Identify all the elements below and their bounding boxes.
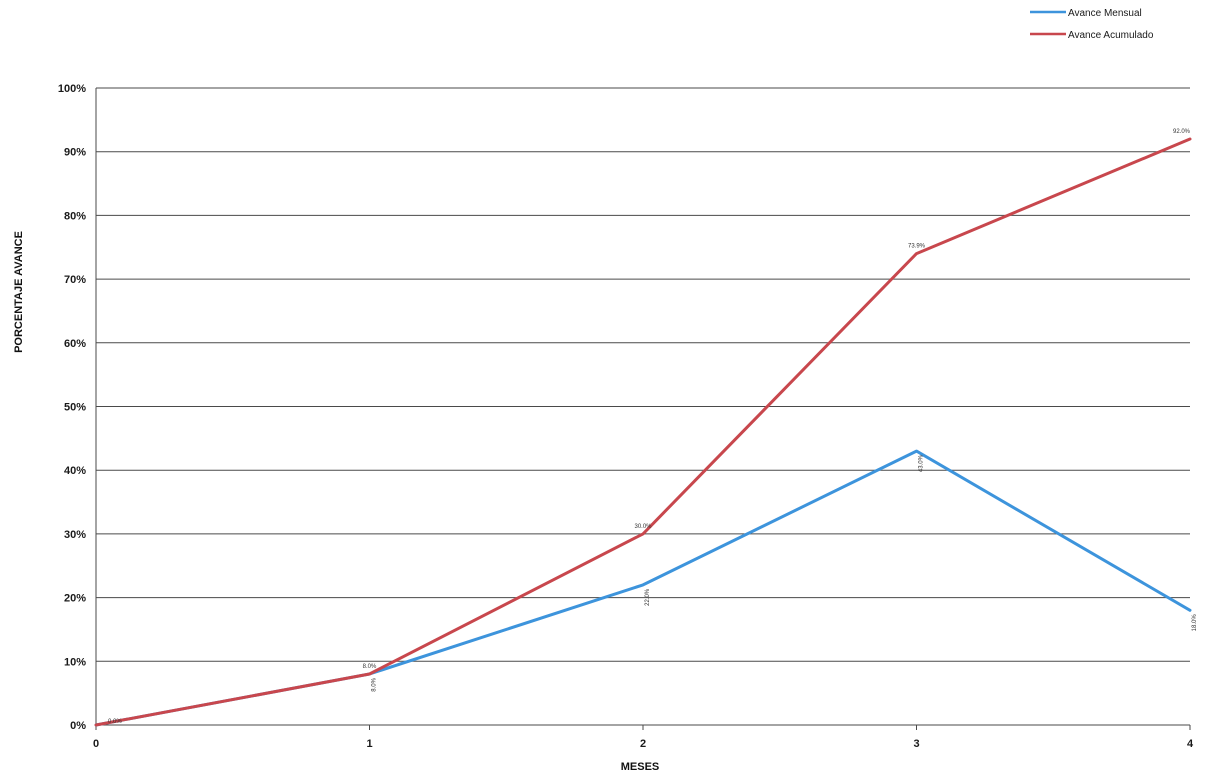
x-tick-label: 2 <box>640 738 646 750</box>
series-line-avance-mensual <box>94 449 1192 727</box>
y-tick-label: 30% <box>64 529 86 541</box>
axes: 0% 10% 20% 30% 40% 50% 60% 70% 80% 90% 100% 0 1 2 3 4 <box>58 83 1194 750</box>
data-label-avance-acumulado: 30.0% <box>634 524 652 530</box>
legend-label-avance-acumulado: Avance Acumulado <box>1068 30 1154 41</box>
series-lines <box>94 137 1192 727</box>
y-tick-label: 0% <box>70 720 86 732</box>
data-label-avance-acumulado: 92.0% <box>1173 129 1191 135</box>
x-tick-label: 4 <box>1187 738 1194 750</box>
y-tick-label: 20% <box>64 593 86 605</box>
y-tick-label: 60% <box>64 338 86 350</box>
gridlines <box>96 87 1190 726</box>
x-axis-title: MESES <box>621 761 660 773</box>
y-tick-label: 70% <box>64 274 86 286</box>
y-axis-title: PORCENTAJE AVANCE <box>13 231 25 353</box>
y-tick-label: 90% <box>64 147 86 159</box>
y-tick-label: 40% <box>64 465 86 477</box>
data-labels: 8.0% 22.0% 43.0% 18.0% 8.0% 30.0% 73.9% 92.0% 0.… <box>108 129 1198 725</box>
data-label-avance-acumulado: 0.0% <box>108 719 122 725</box>
y-tick-label: 80% <box>64 210 86 222</box>
legend: Avance Mensual Avance Acumulado <box>1030 8 1154 41</box>
y-tick-label: 100% <box>58 83 86 95</box>
data-label-avance-mensual: 22.0% <box>645 588 651 606</box>
data-label-avance-mensual: 18.0% <box>1192 614 1198 632</box>
data-label-avance-mensual: 43.0% <box>919 454 925 472</box>
data-label-avance-mensual: 8.0% <box>372 677 378 691</box>
series-line-avance-acumulado <box>94 137 1192 727</box>
x-tick-label: 1 <box>366 738 372 750</box>
y-tick-label: 10% <box>64 656 86 668</box>
y-tick-label: 50% <box>64 402 86 414</box>
data-label-avance-acumulado: 8.0% <box>363 664 377 670</box>
x-tick-label: 0 <box>93 738 99 750</box>
x-tick-label: 3 <box>913 738 919 750</box>
legend-label-avance-mensual: Avance Mensual <box>1068 8 1142 19</box>
data-label-avance-acumulado: 73.9% <box>908 244 926 250</box>
